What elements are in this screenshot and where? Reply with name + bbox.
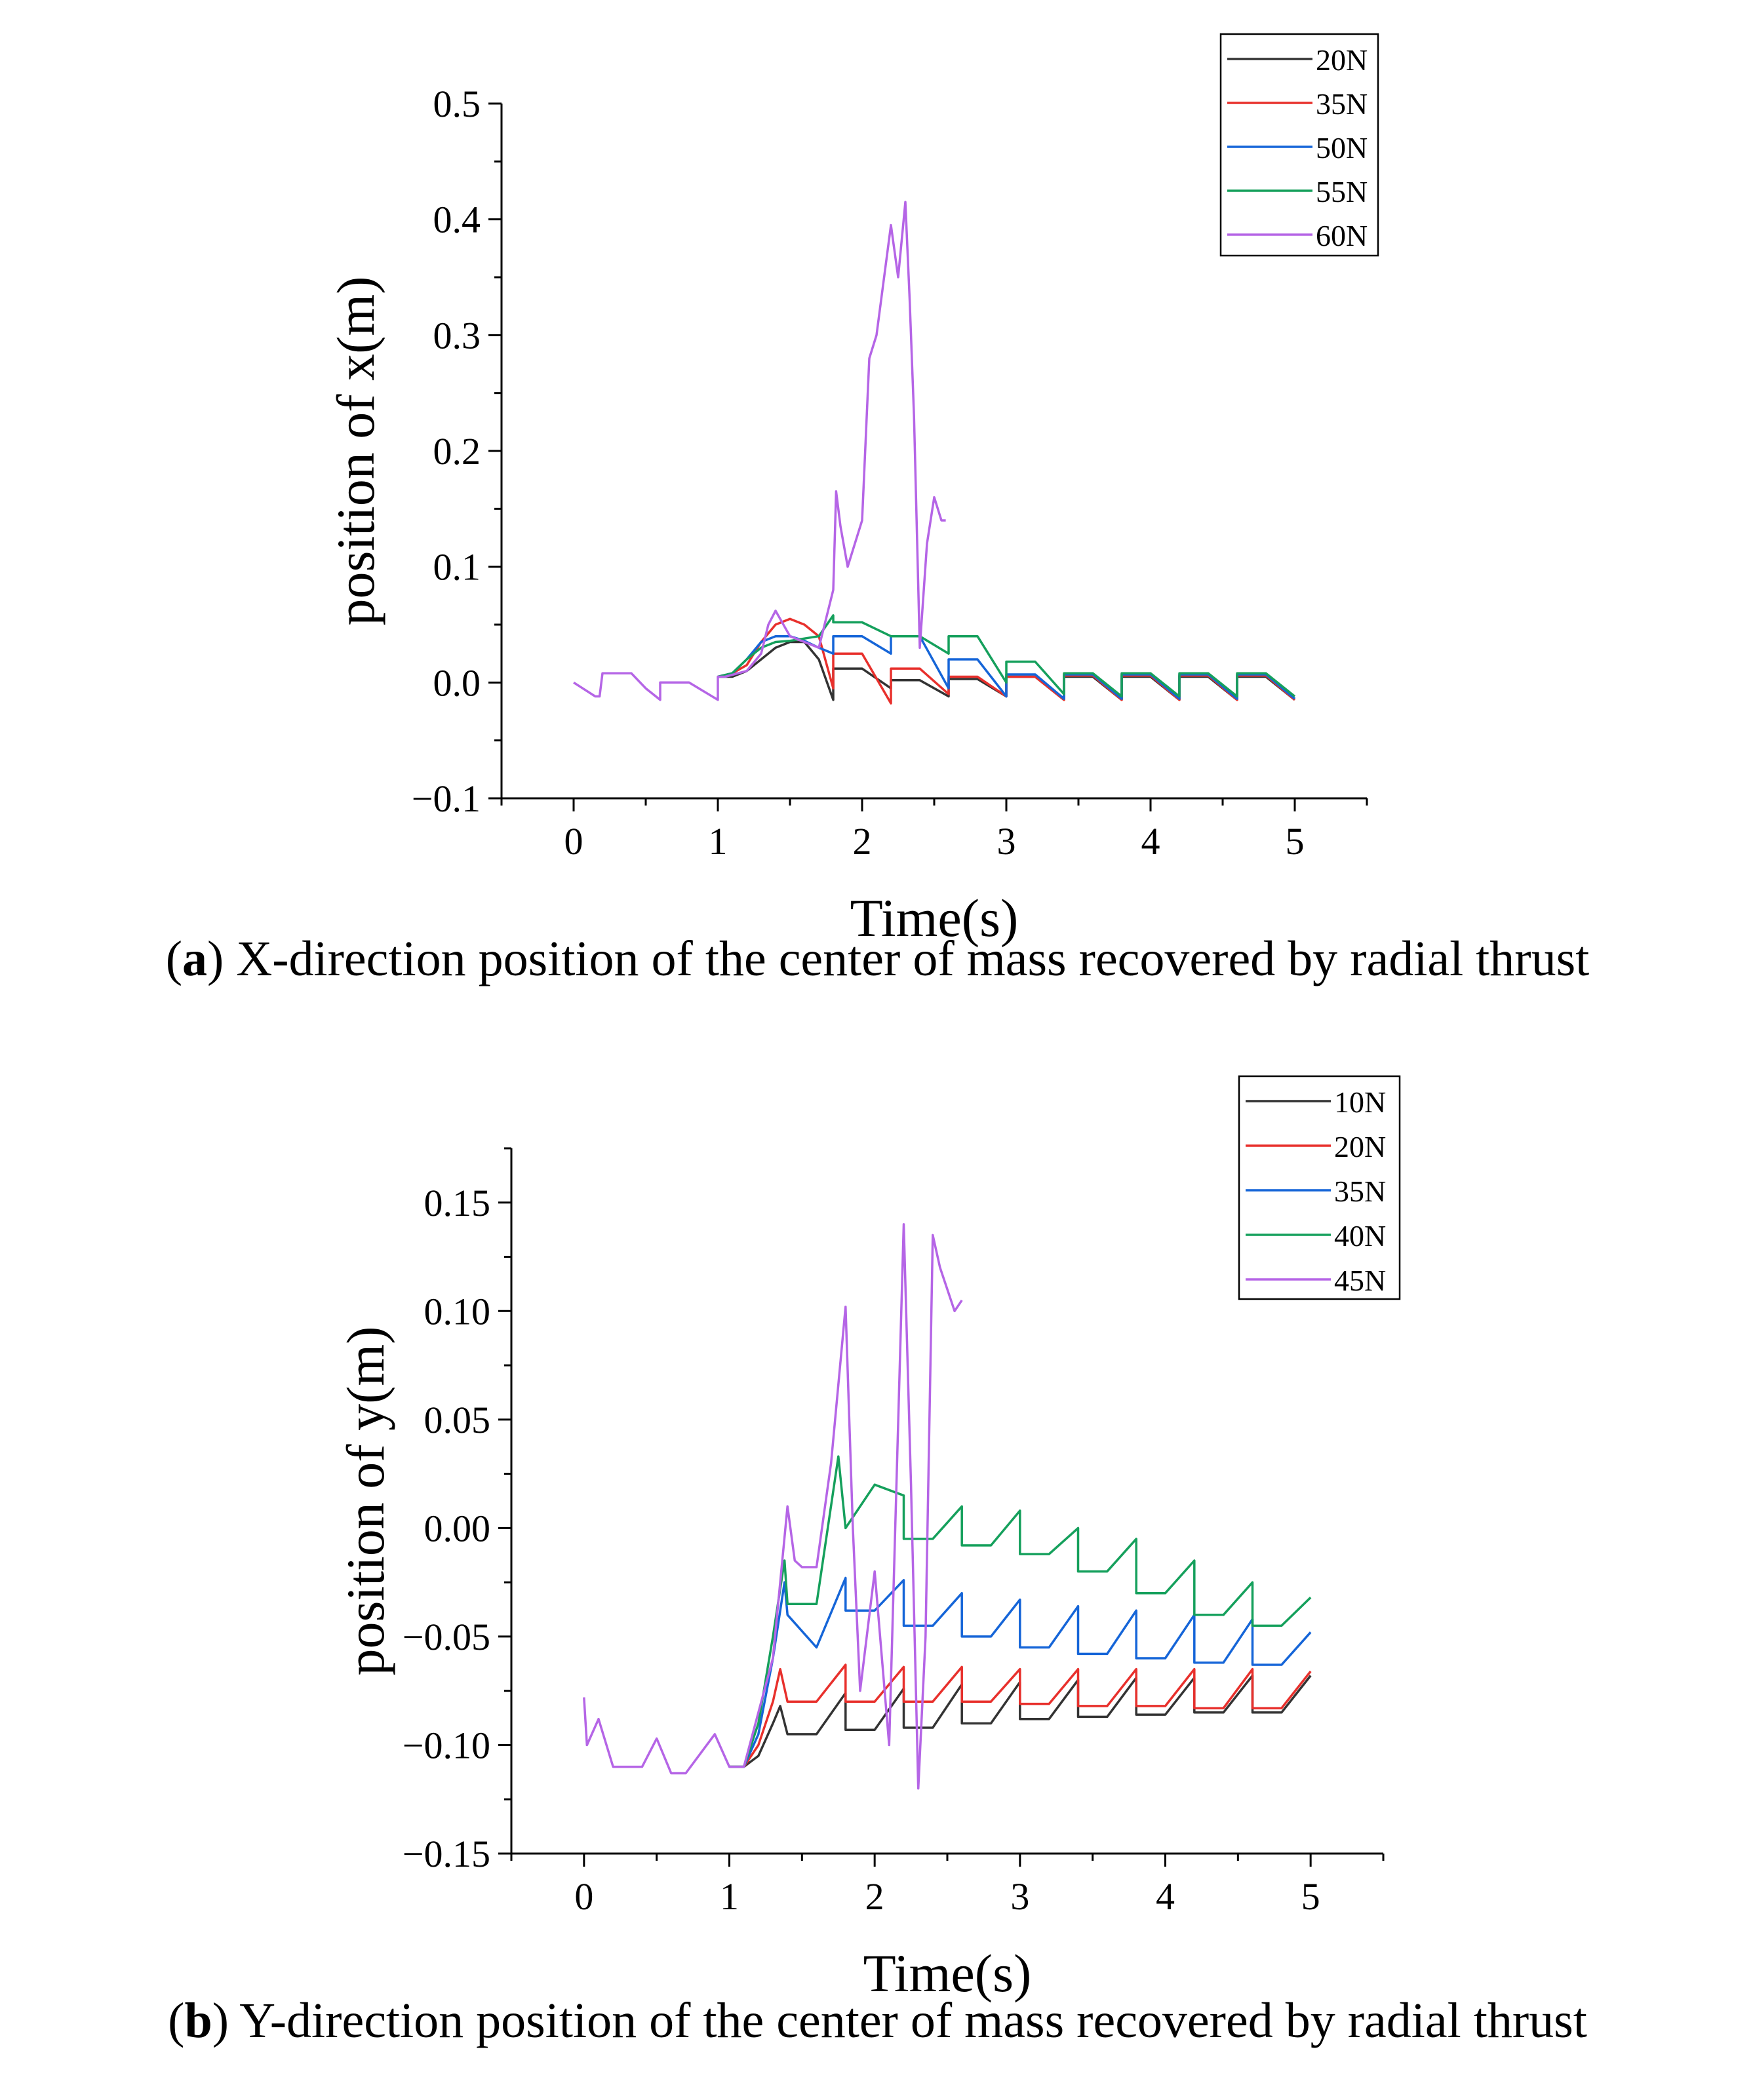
- panel-a-chart: 0 1 2 3 4 5 −0.1 0.0 0.1 0.2 0.3 0.4 0.5 Time(s) posit…: [326, 33, 1379, 948]
- panel-b-x-tick-label: 4: [1156, 1875, 1175, 1918]
- panel-a-y-tick-label: −0.1: [412, 777, 481, 820]
- panel-b-series-line-35N: [729, 1576, 1312, 1768]
- panel-b-legend-label-10N: 10N: [1334, 1085, 1386, 1119]
- panel-b-x-tick-label: 3: [1010, 1875, 1029, 1918]
- panel-b-x-tick-label: 0: [574, 1875, 593, 1918]
- panel-b-x-tick-label: 5: [1301, 1875, 1320, 1918]
- panel-a-x-tick-label: 5: [1286, 820, 1305, 863]
- panel-b-x-axis-title: Time(s): [863, 1943, 1032, 2003]
- caption-b-label: b: [184, 1993, 212, 2048]
- panel-a-y-tick-label: 0.1: [433, 546, 481, 589]
- panel-b-series-line-45N: [583, 1223, 963, 1790]
- panel-a-y-axis-title: position of x(m): [326, 277, 385, 626]
- panel-b-y-axis-title: position of y(m): [336, 1327, 395, 1676]
- panel-a-legend-label-60N: 60N: [1316, 219, 1368, 252]
- panel-a-legend-label-35N: 35N: [1316, 87, 1368, 121]
- caption-a-text: X-direction position of the center of ma…: [236, 931, 1590, 986]
- caption-a-label: a: [182, 931, 207, 986]
- panel-a-legend-box: [1219, 33, 1379, 257]
- panel-a-x-tick-label: 0: [564, 820, 583, 863]
- panel-b-y-tick-label: −0.05: [403, 1616, 490, 1658]
- panel-a-y-tick-label: 0.4: [433, 199, 481, 241]
- panel-b-y-tick-label: −0.10: [403, 1724, 490, 1766]
- panel-a-series-line-60N: [573, 201, 946, 701]
- caption-b-text: Y-direction position of the center of ma…: [239, 1993, 1587, 2048]
- panel-a-series-line-55N: [717, 614, 1296, 698]
- panel-b-legend-label-35N: 35N: [1334, 1175, 1386, 1208]
- panel-b-y-tick-label: 0.10: [424, 1290, 491, 1332]
- panel-a-x-tick-label: 1: [709, 820, 728, 863]
- panel-b-legend-label-40N: 40N: [1334, 1219, 1386, 1253]
- panel-a-x-tick-label: 4: [1141, 820, 1160, 863]
- panel-a-x-tick-label: 2: [853, 820, 872, 863]
- panel-b-y-tick-label: −0.15: [403, 1833, 490, 1875]
- caption-a: (a) X-direction position of the center o…: [165, 931, 1590, 986]
- panel-a-x-axis-title: Time(s): [850, 888, 1019, 948]
- panel-b-chart: 0 1 2 3 4 5 −0.15 −0.10 −0.05 0.00 0.05 0.10 0.15 Tim…: [336, 1075, 1401, 2003]
- panel-b-y-tick-label: 0.05: [424, 1399, 491, 1441]
- panel-b-y-tick-label: 0.15: [424, 1182, 491, 1224]
- panel-b-legend-label-45N: 45N: [1334, 1264, 1386, 1297]
- panel-a-x-tick-label: 3: [997, 820, 1016, 863]
- panel-b-legend-label-20N: 20N: [1334, 1130, 1386, 1163]
- caption-b: (b) Y-direction position of the center o…: [168, 1993, 1587, 2048]
- panel-a-y-tick-label: 0.5: [433, 83, 481, 125]
- panel-b-series-line-20N: [729, 1663, 1312, 1768]
- panel-b-y-tick-label: 0.00: [424, 1507, 491, 1549]
- panel-a-legend-label-55N: 55N: [1316, 175, 1368, 208]
- panel-b-series-line-40N: [729, 1455, 1312, 1768]
- panel-a-legend-label-50N: 50N: [1316, 131, 1368, 165]
- panel-b-legend-box: [1238, 1075, 1401, 1300]
- panel-a-y-tick-label: 0.3: [433, 314, 481, 357]
- panel-b-x-tick-label: 2: [865, 1875, 884, 1918]
- panel-a-y-tick-label: 0.2: [433, 430, 481, 473]
- panel-a-legend-label-20N: 20N: [1316, 43, 1368, 77]
- panel-b-x-tick-label: 1: [720, 1875, 739, 1918]
- panel-a-y-tick-label: 0.0: [433, 661, 481, 704]
